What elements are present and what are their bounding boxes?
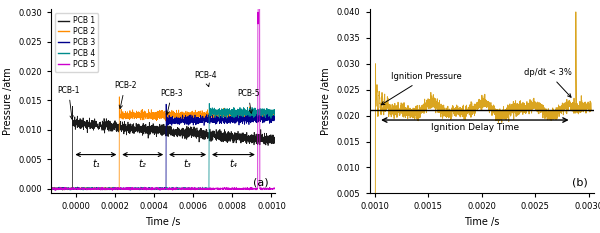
Line: PCB 4: PCB 4 (47, 103, 276, 190)
PCB 1 (272, 136, 280, 139)
PCB 4 (127, 189, 134, 192)
PCB 4 (245, 113, 252, 116)
PCB 1 (59, 189, 66, 192)
PCB 1 (43, 187, 50, 189)
Text: PCB-5: PCB-5 (237, 89, 259, 113)
PCB 5 (105, 187, 112, 190)
PCB 4 (272, 114, 280, 116)
PCB 3 (43, 188, 50, 191)
Text: t₁: t₁ (92, 159, 100, 169)
PCB 2 (245, 111, 252, 113)
PCB 2 (43, 187, 50, 190)
Text: t₄: t₄ (230, 159, 238, 169)
PCB 1 (170, 132, 177, 135)
Text: (b): (b) (572, 178, 587, 188)
Text: t₂: t₂ (139, 159, 146, 169)
PCB 4 (209, 111, 216, 114)
PCB 5 (244, 188, 251, 191)
PCB 1 (106, 130, 113, 133)
X-axis label: Time /s: Time /s (464, 217, 499, 227)
PCB 3 (142, 187, 149, 190)
Legend: PCB 1, PCB 2, PCB 3, PCB 4, PCB 5: PCB 1, PCB 2, PCB 3, PCB 4, PCB 5 (55, 13, 98, 72)
Y-axis label: Pressure /atm: Pressure /atm (2, 68, 13, 135)
Text: PCB-1: PCB-1 (58, 86, 80, 119)
PCB 3 (177, 117, 184, 120)
X-axis label: Time /s: Time /s (146, 217, 181, 227)
Line: PCB 1: PCB 1 (47, 106, 276, 190)
PCB 5 (177, 188, 184, 191)
PCB 1 (69, 105, 76, 108)
PCB 1 (177, 135, 184, 137)
PCB 5 (170, 187, 177, 190)
PCB 4 (105, 188, 112, 191)
PCB 4 (142, 187, 149, 190)
Y-axis label: Pressure /atm: Pressure /atm (321, 68, 331, 135)
Text: Ignition Pressure: Ignition Pressure (381, 72, 461, 105)
PCB 3 (170, 118, 177, 121)
PCB 1 (209, 131, 216, 134)
PCB 3 (105, 187, 112, 189)
PCB 2 (142, 114, 149, 117)
PCB 4 (177, 187, 184, 190)
PCB 5 (272, 188, 280, 190)
PCB 3 (163, 103, 170, 106)
PCB 2 (46, 189, 53, 192)
Text: PCB-4: PCB-4 (194, 71, 217, 87)
PCB 5 (43, 188, 50, 191)
PCB 3 (156, 189, 163, 192)
PCB 3 (245, 121, 252, 123)
PCB 1 (245, 138, 252, 141)
PCB 5 (52, 189, 59, 192)
PCB 2 (209, 117, 216, 120)
PCB 2 (272, 112, 280, 114)
Text: (a): (a) (253, 178, 269, 188)
PCB 4 (170, 187, 177, 190)
PCB 2 (170, 114, 177, 117)
PCB 2 (177, 113, 184, 116)
Line: PCB 5: PCB 5 (47, 0, 276, 191)
Text: PCB-3: PCB-3 (161, 89, 183, 114)
PCB 5 (142, 188, 149, 191)
PCB 2 (105, 187, 112, 190)
Text: Ignition Delay Time: Ignition Delay Time (431, 123, 519, 132)
PCB 4 (43, 188, 50, 190)
Text: PCB-2: PCB-2 (114, 81, 136, 109)
Line: PCB 3: PCB 3 (47, 104, 276, 190)
Line: PCB 2: PCB 2 (47, 97, 276, 190)
PCB 1 (142, 126, 149, 129)
Text: dp/dt < 3%: dp/dt < 3% (524, 68, 572, 97)
PCB 5 (209, 188, 216, 191)
PCB 4 (206, 102, 213, 105)
PCB 3 (272, 119, 280, 122)
PCB 3 (209, 114, 216, 117)
PCB 2 (116, 95, 123, 98)
Text: t₃: t₃ (184, 159, 191, 169)
